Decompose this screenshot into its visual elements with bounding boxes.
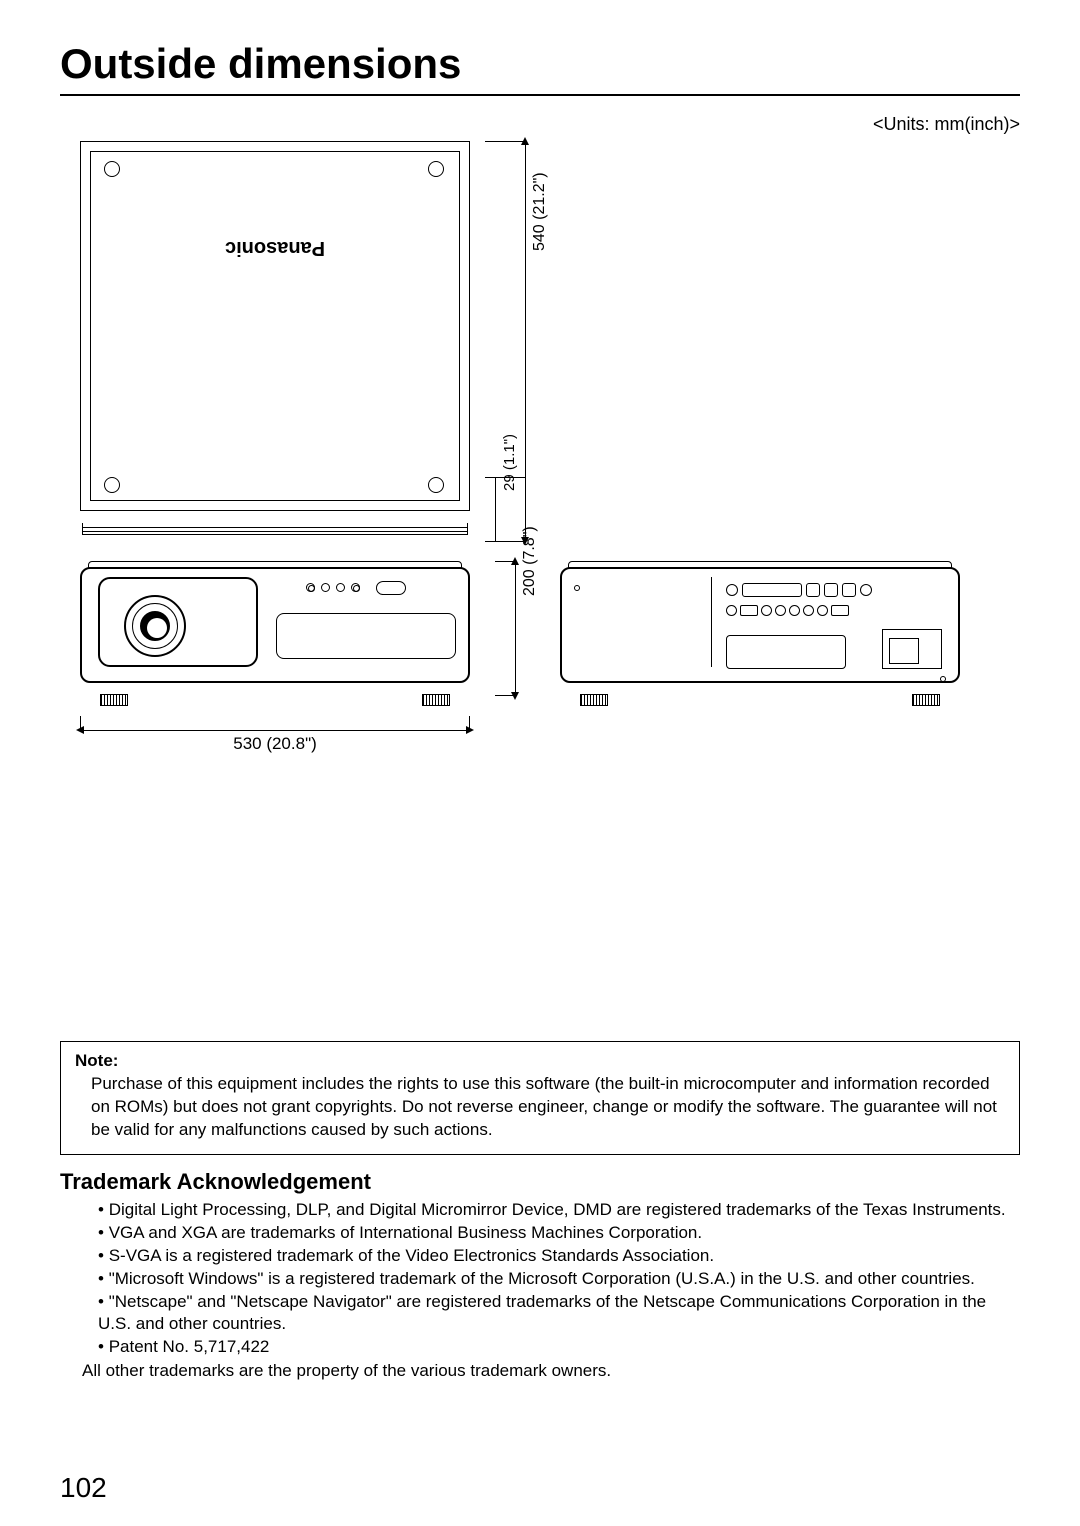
- page-number: 102: [60, 1472, 107, 1504]
- trademark-item: Patent No. 5,717,422: [98, 1336, 1020, 1359]
- height-value: 200 (7.8"): [521, 526, 539, 596]
- front-view: [80, 561, 470, 696]
- adjustable-foot-icon: [422, 694, 450, 706]
- height-dimension: 200 (7.8"): [495, 561, 535, 696]
- page-title: Outside dimensions: [60, 40, 1020, 96]
- trademark-item: VGA and XGA are trademarks of Internatio…: [98, 1222, 1020, 1245]
- width-value: 530 (20.8"): [80, 734, 470, 754]
- dimensions-diagram: Panasonic 540 (21.2") 29 (1.1") 530 (20.…: [60, 141, 1020, 761]
- mounting-hole-icon: [428, 477, 444, 493]
- adjustable-foot-icon: [100, 694, 128, 706]
- mounting-hole-icon: [428, 161, 444, 177]
- note-body: Purchase of this equipment includes the …: [75, 1073, 1005, 1142]
- top-view: Panasonic: [80, 141, 470, 521]
- adjustable-foot-icon: [912, 694, 940, 706]
- mounting-hole-icon: [104, 477, 120, 493]
- units-label: <Units: mm(inch)>: [60, 114, 1020, 135]
- connector-row-icon: [726, 605, 849, 616]
- rear-view: [560, 561, 960, 696]
- offset-value: 29 (1.1"): [501, 434, 518, 491]
- trademark-item: "Netscape" and "Netscape Navigator" are …: [98, 1291, 1020, 1337]
- connector-row-icon: [726, 583, 872, 597]
- trademark-item: S-VGA is a registered trademark of the V…: [98, 1245, 1020, 1268]
- depth-value: 540 (21.2"): [531, 172, 549, 251]
- depth-dimension: 540 (21.2") 29 (1.1"): [485, 141, 545, 541]
- brand-logo: Panasonic: [225, 236, 325, 259]
- mounting-hole-icon: [104, 161, 120, 177]
- ir-receiver-icon: [376, 581, 406, 595]
- power-inlet-icon: [882, 629, 942, 669]
- trademark-list: Digital Light Processing, DLP, and Digit…: [60, 1199, 1020, 1360]
- trademark-item: "Microsoft Windows" is a registered trad…: [98, 1268, 1020, 1291]
- note-box: Note: Purchase of this equipment include…: [60, 1041, 1020, 1155]
- trademark-heading: Trademark Acknowledgement: [60, 1169, 1020, 1195]
- indicator-dots-icon: [306, 583, 360, 592]
- trademark-footer: All other trademarks are the property of…: [60, 1361, 1020, 1381]
- adjustable-foot-icon: [580, 694, 608, 706]
- width-dimension: 530 (20.8"): [80, 716, 470, 746]
- lens-protrusion: [82, 523, 468, 535]
- top-inner-outline: [90, 151, 460, 501]
- trademark-item: Digital Light Processing, DLP, and Digit…: [98, 1199, 1020, 1222]
- note-heading: Note:: [75, 1051, 118, 1070]
- vent-panel-icon: [726, 635, 846, 669]
